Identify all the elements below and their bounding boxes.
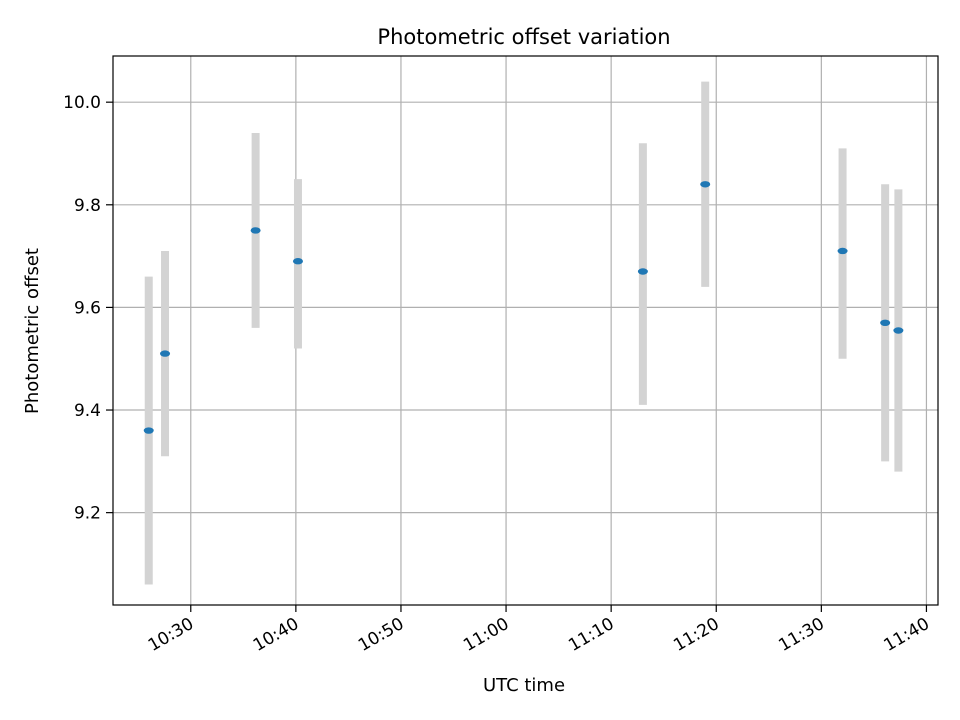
y-tick-label: 10.0 <box>63 93 101 113</box>
data-point <box>143 427 154 434</box>
y-axis-ticks: 9.2 9.4 9.6 9.8 10.0 <box>63 93 113 524</box>
data-point <box>250 227 261 234</box>
data-point <box>637 268 648 275</box>
y-axis-title: Photometric offset <box>22 248 43 414</box>
x-axis-title: UTC time <box>483 675 565 696</box>
data-point <box>893 327 904 334</box>
data-point <box>292 258 303 265</box>
y-tick-label: 9.4 <box>74 401 101 421</box>
data-point <box>880 319 891 327</box>
chart-title: Photometric offset variation <box>377 25 670 49</box>
data-point <box>837 247 848 255</box>
grid-layer <box>113 56 938 605</box>
y-tick-label: 9.6 <box>74 298 101 318</box>
point-layer <box>143 181 904 434</box>
y-tick-label: 9.2 <box>74 504 101 524</box>
y-tick-label: 9.8 <box>74 196 101 216</box>
plot-frame <box>112 55 939 606</box>
data-point <box>700 181 711 188</box>
data-point <box>160 350 171 357</box>
